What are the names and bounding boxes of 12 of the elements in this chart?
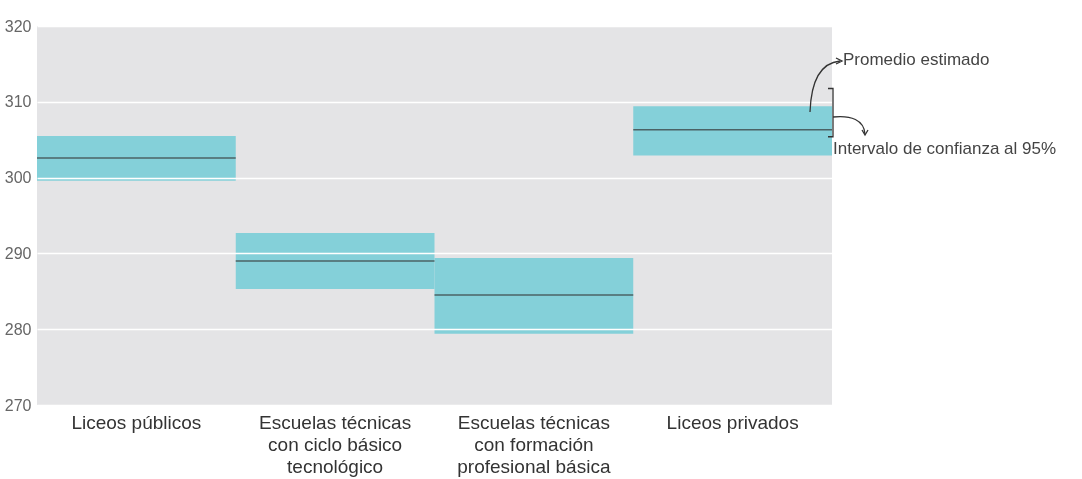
y-tick-label: 310 bbox=[4, 93, 32, 111]
y-tick-label: 280 bbox=[4, 320, 32, 338]
x-tick-label: Liceos públicos bbox=[71, 411, 202, 433]
x-tick-label: Escuelas técnicas con formación profesional básica bbox=[457, 411, 611, 477]
text: Promedio estimado bbox=[843, 49, 990, 70]
y-tick-label: 290 bbox=[4, 244, 32, 262]
y-tick-label: 300 bbox=[4, 169, 32, 187]
x-tick-label: Liceos privados bbox=[666, 411, 799, 433]
x-tick-label: Escuelas técnicas con ciclo básico tecnológico bbox=[259, 411, 412, 477]
text: Intervalo de confianza al 95% bbox=[833, 138, 1057, 159]
y-tick-label: 320 bbox=[4, 17, 32, 35]
y-tick-label: 270 bbox=[4, 396, 32, 414]
